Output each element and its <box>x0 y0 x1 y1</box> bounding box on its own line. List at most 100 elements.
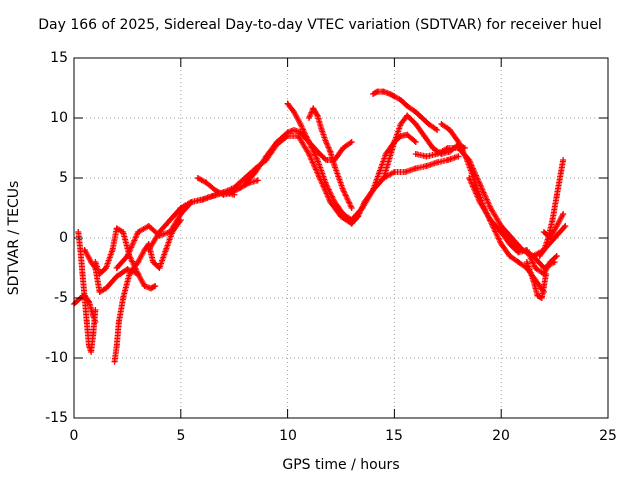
data-point <box>284 100 291 107</box>
data-point <box>113 343 120 349</box>
data-point <box>444 157 451 163</box>
data-point <box>241 181 248 187</box>
data-point <box>540 229 547 235</box>
series-track-2 <box>75 229 99 355</box>
data-point <box>423 163 430 169</box>
data-point <box>558 169 565 175</box>
data-point <box>397 121 404 127</box>
series-track-4 <box>92 225 159 292</box>
data-point <box>387 91 394 97</box>
data-point <box>412 165 419 172</box>
data-point <box>314 148 321 155</box>
data-point <box>370 91 377 97</box>
data-point <box>547 235 554 241</box>
data-point <box>506 241 513 247</box>
data-point <box>562 223 569 229</box>
data-point <box>92 307 99 313</box>
chart-title: Day 166 of 2025, Sidereal Day-to-day VTE… <box>38 17 602 33</box>
data-point <box>538 295 545 301</box>
data-point <box>534 292 541 299</box>
data-point <box>135 259 142 265</box>
data-point <box>111 358 118 365</box>
data-point <box>455 139 462 145</box>
data-point <box>515 259 522 265</box>
data-point <box>466 175 473 181</box>
data-point <box>487 205 494 211</box>
data-point <box>284 129 291 136</box>
data-point <box>498 241 505 247</box>
data-point <box>536 253 543 259</box>
data-markers <box>370 88 441 133</box>
data-point <box>412 121 419 127</box>
data-point <box>434 159 441 166</box>
series-track-22 <box>540 211 567 241</box>
data-point <box>553 223 560 229</box>
data-point <box>103 285 110 292</box>
data-point <box>81 247 88 253</box>
data-point <box>397 97 404 103</box>
data-point <box>543 271 550 277</box>
data-point <box>113 225 120 232</box>
data-point <box>560 211 567 217</box>
series-track-8 <box>145 189 238 253</box>
data-point <box>211 187 218 193</box>
data-point <box>83 319 90 325</box>
data-point <box>96 271 103 277</box>
data-point <box>374 88 381 95</box>
data-point <box>540 247 547 253</box>
data-point <box>263 153 270 160</box>
data-point <box>359 205 366 211</box>
data-point <box>209 193 216 199</box>
data-point <box>199 196 206 203</box>
data-point <box>220 191 227 198</box>
data-point <box>370 187 377 193</box>
y-tick-label: -15 <box>45 410 68 426</box>
data-point <box>412 109 419 115</box>
data-point <box>297 121 304 127</box>
data-point <box>402 169 409 175</box>
data-point <box>75 229 82 235</box>
data-point <box>135 271 142 277</box>
x-tick-label: 15 <box>385 428 403 444</box>
data-point <box>506 253 513 259</box>
data-point <box>404 131 411 138</box>
data-point <box>455 153 462 160</box>
data-point <box>167 217 174 223</box>
x-tick-label: 20 <box>492 428 510 444</box>
data-point <box>96 289 103 295</box>
data-point <box>376 169 383 175</box>
data-point <box>79 271 86 277</box>
data-point <box>560 157 567 163</box>
axis-ticks <box>73 57 609 419</box>
data-point <box>162 247 169 253</box>
data-point <box>348 217 355 223</box>
data-point <box>126 271 133 277</box>
data-point <box>314 157 321 163</box>
data-point <box>291 127 298 133</box>
data-point <box>380 175 387 181</box>
data-point <box>476 199 483 205</box>
data-point <box>331 199 338 205</box>
data-point <box>412 151 419 157</box>
data-point <box>487 217 494 223</box>
data-point <box>348 139 355 145</box>
data-point <box>412 139 419 145</box>
data-point <box>391 139 398 145</box>
data-point <box>305 115 312 121</box>
data-point <box>553 193 560 199</box>
data-point <box>120 229 127 235</box>
data-point <box>404 112 411 119</box>
data-point <box>391 169 398 175</box>
data-point <box>124 253 131 259</box>
data-point <box>380 88 387 95</box>
data-point <box>423 153 430 160</box>
data-point <box>305 139 312 145</box>
y-tick-label: 15 <box>50 50 68 66</box>
data-point <box>498 229 505 235</box>
y-tick-label: 0 <box>59 230 68 246</box>
data-point <box>291 109 298 115</box>
data-point <box>348 205 355 211</box>
grid-lines <box>74 58 608 418</box>
data-point <box>188 199 195 205</box>
